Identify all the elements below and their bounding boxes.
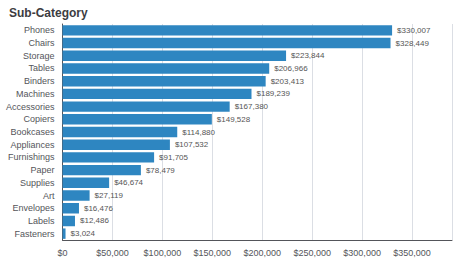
svg-text:$107,532: $107,532: [175, 140, 209, 149]
svg-text:$3,024: $3,024: [71, 229, 96, 238]
svg-text:Binders: Binders: [24, 76, 55, 86]
svg-text:$250,000: $250,000: [293, 248, 331, 258]
svg-text:Art: Art: [43, 191, 55, 201]
svg-text:Chairs: Chairs: [28, 38, 55, 48]
svg-text:$200,000: $200,000: [243, 248, 281, 258]
svg-text:Labels: Labels: [28, 216, 55, 226]
svg-text:Paper: Paper: [30, 165, 54, 175]
svg-text:Furnishings: Furnishings: [8, 152, 55, 162]
svg-text:$46,674: $46,674: [114, 178, 143, 187]
svg-text:$12,486: $12,486: [80, 216, 109, 225]
svg-text:$150,000: $150,000: [194, 248, 232, 258]
svg-text:Envelopes: Envelopes: [12, 203, 55, 213]
svg-text:$223,844: $223,844: [291, 51, 325, 60]
svg-text:$100,000: $100,000: [144, 248, 182, 258]
svg-text:$328,449: $328,449: [396, 39, 430, 48]
svg-text:$149,528: $149,528: [217, 115, 251, 124]
svg-text:$91,705: $91,705: [159, 153, 188, 162]
svg-text:$189,239: $189,239: [257, 89, 291, 98]
svg-text:$330,007: $330,007: [397, 26, 431, 35]
svg-text:Bookcases: Bookcases: [10, 127, 55, 137]
svg-text:$167,380: $167,380: [235, 102, 269, 111]
svg-text:Accessories: Accessories: [6, 102, 55, 112]
svg-text:$50,000: $50,000: [96, 248, 129, 258]
svg-text:Phones: Phones: [24, 25, 55, 35]
svg-text:$114,880: $114,880: [182, 128, 215, 137]
svg-text:Fasteners: Fasteners: [14, 229, 55, 239]
svg-text:$27,119: $27,119: [95, 191, 124, 200]
svg-text:Sub-Category: Sub-Category: [9, 6, 88, 20]
svg-text:$203,413: $203,413: [271, 77, 305, 86]
svg-text:$206,966: $206,966: [274, 64, 308, 73]
svg-text:Machines: Machines: [16, 89, 55, 99]
svg-text:$0: $0: [58, 248, 68, 258]
svg-text:Appliances: Appliances: [10, 140, 55, 150]
svg-text:Supplies: Supplies: [20, 178, 55, 188]
svg-text:Tables: Tables: [28, 63, 55, 73]
svg-text:$350,000: $350,000: [393, 248, 431, 258]
svg-text:$78,479: $78,479: [146, 166, 175, 175]
svg-text:$300,000: $300,000: [343, 248, 381, 258]
svg-text:Copiers: Copiers: [23, 114, 55, 124]
svg-text:$16,476: $16,476: [84, 204, 113, 213]
svg-text:Storage: Storage: [23, 51, 55, 61]
